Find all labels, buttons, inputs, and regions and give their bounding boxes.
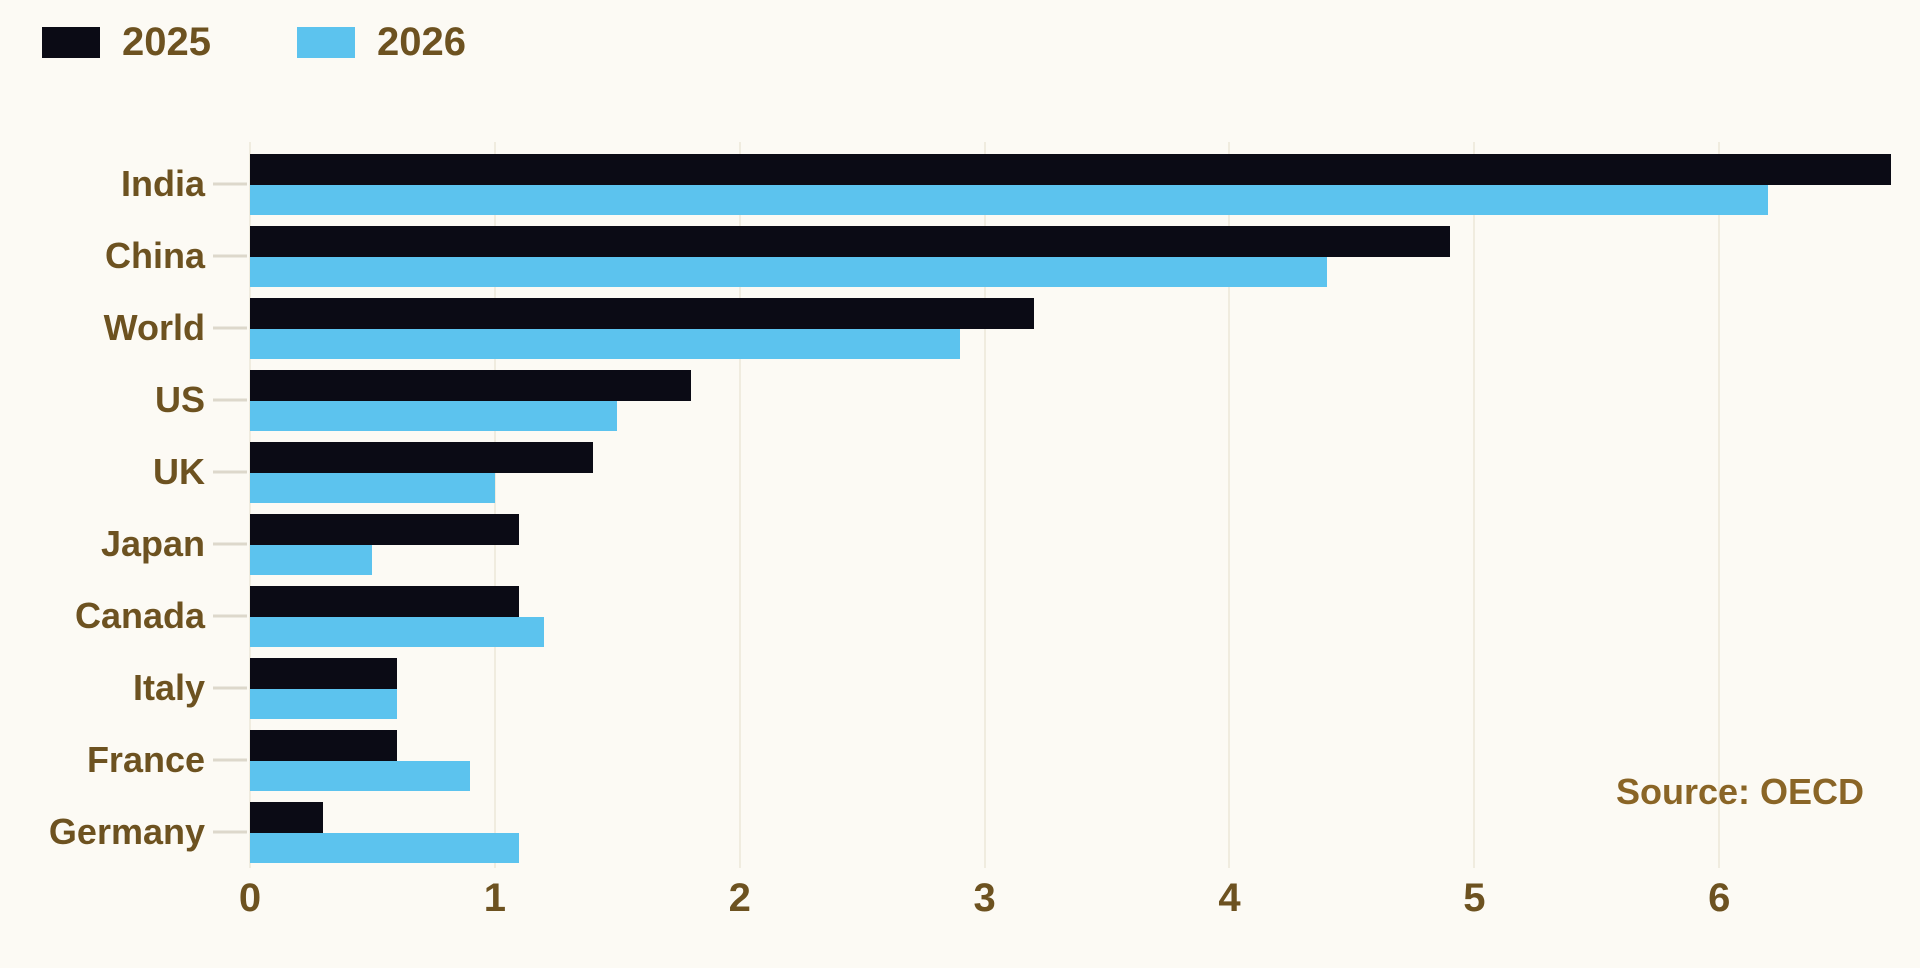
bars-us (250, 364, 1920, 436)
bars-world (250, 292, 1920, 364)
category-tick (213, 758, 247, 762)
bar-group-france: France (0, 724, 1920, 796)
gridline-2 (738, 142, 741, 868)
legend-swatch-2026 (296, 26, 355, 58)
category-label: Japan (100, 523, 205, 564)
legend-item-2026: 2026 (296, 20, 466, 64)
gridline-1 (493, 142, 496, 868)
category-label-cell: France (0, 724, 250, 796)
x-tick-label-5: 5 (1463, 876, 1486, 920)
bar-italy-2025 (250, 657, 397, 689)
category-label: Canada (74, 595, 205, 636)
legend: 2025 2026 (42, 22, 466, 62)
bar-group-canada: Canada (0, 580, 1920, 652)
category-label-cell: US (0, 364, 250, 436)
bar-china-2026 (250, 256, 1328, 287)
legend-label-2025: 2025 (122, 20, 211, 64)
bar-canada-2026 (250, 616, 544, 647)
bars-germany (250, 796, 1920, 868)
bar-uk-2025 (250, 441, 593, 473)
category-tick (213, 830, 247, 834)
x-tick-label-4: 4 (1218, 876, 1241, 920)
category-tick (213, 398, 247, 402)
category-label-cell: World (0, 292, 250, 364)
bar-france-2025 (250, 729, 397, 761)
bars-china (250, 220, 1920, 292)
category-label: China (104, 235, 205, 276)
category-tick (213, 254, 247, 258)
gridline-3 (983, 142, 986, 868)
x-tick-label-2: 2 (728, 876, 751, 920)
bar-group-uk: UK (0, 436, 1920, 508)
bar-canada-2025 (250, 585, 520, 617)
gridline-5 (1473, 142, 1476, 868)
gridline-0 (249, 142, 251, 868)
category-tick (213, 470, 247, 474)
bars-canada (250, 580, 1920, 652)
bar-uk-2026 (250, 472, 495, 503)
bar-italy-2026 (250, 688, 397, 719)
category-label: Germany (48, 811, 205, 852)
bar-group-us: US (0, 364, 1920, 436)
bar-japan-2025 (250, 513, 520, 545)
gridlines (249, 142, 1920, 868)
bars-france (250, 724, 1920, 796)
legend-item-2025: 2025 (42, 22, 211, 62)
category-tick (213, 614, 247, 618)
legend-swatch-2025 (42, 26, 100, 58)
bar-japan-2026 (250, 544, 373, 575)
legend-label-2026: 2026 (376, 20, 466, 64)
bar-group-china: China (0, 220, 1920, 292)
gridline-4 (1228, 142, 1231, 868)
bar-germany-2025 (250, 801, 324, 833)
bars-italy (250, 652, 1920, 724)
bar-germany-2026 (250, 832, 520, 863)
category-label-cell: India (0, 148, 250, 220)
category-tick (213, 542, 247, 546)
bars-uk (250, 436, 1920, 508)
bar-us-2025 (250, 369, 691, 401)
bar-india-2026 (250, 184, 1769, 215)
bar-group-japan: Japan (0, 508, 1920, 580)
source-note: Source: OECD (1615, 771, 1864, 812)
bar-world-2026 (250, 328, 961, 359)
category-tick (213, 182, 247, 186)
x-tick-label-0: 0 (238, 876, 262, 920)
category-label: Italy (132, 667, 205, 708)
category-label: India (120, 163, 205, 204)
gridline-6 (1718, 142, 1721, 868)
bar-india-2025 (250, 153, 1891, 185)
bar-china-2025 (250, 225, 1450, 257)
category-label-cell: China (0, 220, 250, 292)
bars-india (250, 148, 1920, 220)
bar-group-world: World (0, 292, 1920, 364)
category-label-cell: Canada (0, 580, 250, 652)
bars-japan (250, 508, 1920, 580)
bar-france-2026 (250, 760, 471, 791)
bar-us-2026 (250, 400, 618, 431)
bar-rows: India China World US UK Japan Canada Italy Franc… (0, 148, 1920, 868)
category-tick (213, 326, 247, 330)
x-tick-label-6: 6 (1708, 876, 1731, 920)
plot-area: India China World US UK Japan Canada Italy Franc… (0, 142, 1920, 868)
bar-world-2025 (250, 297, 1034, 329)
x-tick-label-1: 1 (483, 876, 506, 920)
category-tick (213, 686, 247, 690)
category-label: France (86, 739, 205, 780)
bar-group-italy: Italy (0, 652, 1920, 724)
bar-group-india: India (0, 148, 1920, 220)
category-label: World (103, 307, 205, 348)
bar-group-germany: Germany (0, 796, 1920, 868)
category-label: UK (153, 451, 205, 492)
x-axis: 0 1 2 3 4 5 6 (239, 876, 1920, 948)
x-tick-label-3: 3 (973, 876, 996, 920)
category-label-cell: Germany (0, 796, 250, 868)
category-label-cell: UK (0, 436, 250, 508)
category-label-cell: Japan (0, 508, 250, 580)
category-label: US (154, 379, 205, 420)
category-label-cell: Italy (0, 652, 250, 724)
